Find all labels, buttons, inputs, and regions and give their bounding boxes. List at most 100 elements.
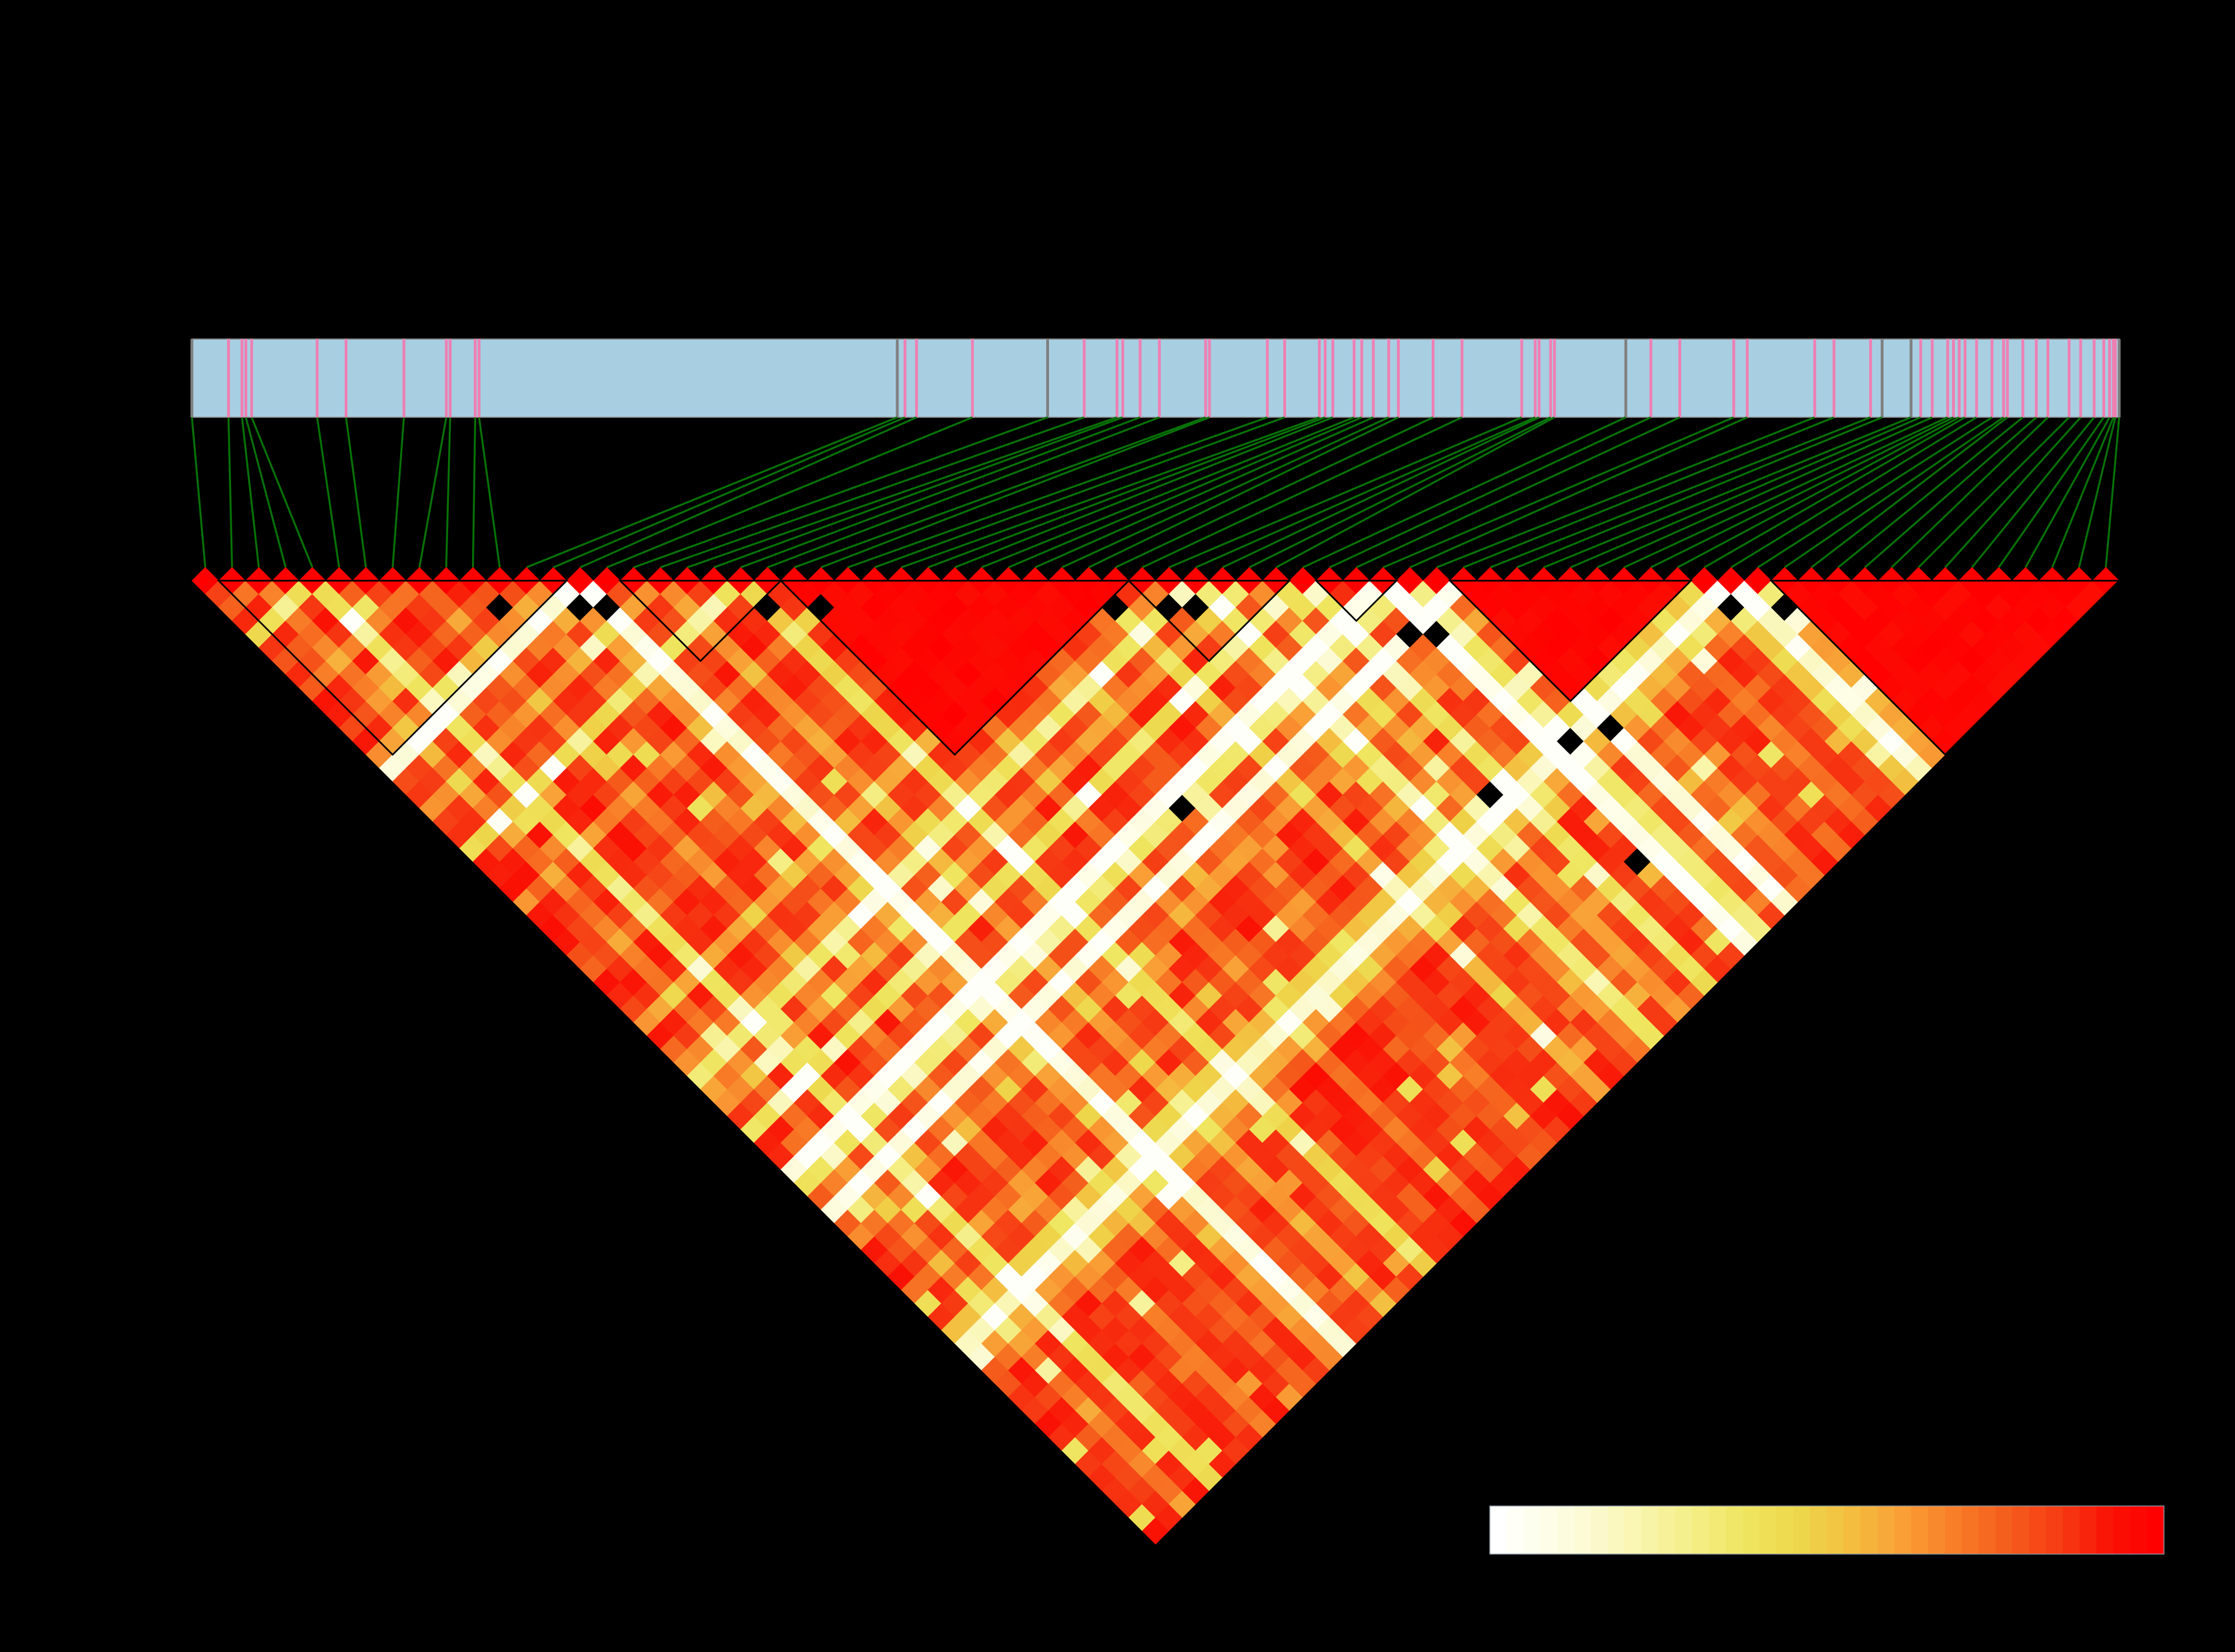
genomic-bar <box>191 338 2120 418</box>
connector-line <box>660 416 1085 568</box>
connector-line <box>191 417 206 568</box>
color-key-segment <box>1523 1506 1541 1554</box>
color-key-segment <box>2130 1506 2148 1554</box>
connector-line <box>820 416 1210 568</box>
connector-line <box>445 417 451 568</box>
connector-line <box>1677 416 1960 568</box>
block-outline <box>1127 580 1292 662</box>
connector-line <box>1168 416 1522 568</box>
connector-line <box>1650 416 1954 568</box>
connector-line <box>901 416 1320 568</box>
connector-line <box>606 416 973 568</box>
color-key-segment <box>1843 1506 1861 1554</box>
connector-line <box>553 416 906 568</box>
color-key-segment <box>1557 1506 1575 1554</box>
connector-line <box>1543 416 1912 568</box>
connector-line <box>392 417 405 568</box>
color-key-segment <box>2096 1506 2114 1554</box>
block-outline <box>618 580 783 662</box>
connector-line <box>472 417 477 568</box>
connector-line <box>1275 416 1555 568</box>
connector-line <box>981 416 1354 568</box>
connector-line <box>1249 416 1551 568</box>
color-key-segment <box>2063 1506 2080 1554</box>
connector-line <box>1382 416 1734 568</box>
connector-line <box>580 416 917 568</box>
color-key-segment <box>2113 1506 2131 1554</box>
color-key-segment <box>1725 1506 1743 1554</box>
connector-line <box>1195 416 1536 568</box>
connector-line <box>1570 416 1921 568</box>
connector-line <box>1971 416 2095 568</box>
color-key-segment <box>2147 1506 2165 1554</box>
block-outline <box>1769 580 2121 756</box>
connector-line <box>767 416 1160 568</box>
connector-line <box>345 417 367 568</box>
connector-line <box>1302 416 1626 568</box>
color-key-segment <box>1540 1506 1558 1554</box>
connector-line <box>1222 416 1540 568</box>
color-key-segment <box>2046 1506 2063 1554</box>
color-key-segment <box>1978 1506 1996 1554</box>
connector-line <box>1998 416 2105 568</box>
connector-line <box>2078 417 2116 568</box>
color-key-segment <box>1658 1506 1676 1554</box>
connector-line <box>1730 416 1977 568</box>
color-key-segment <box>1928 1506 1945 1554</box>
color-key-segment <box>1961 1506 1979 1554</box>
connector-line <box>1114 416 1434 568</box>
color-key-segment <box>1860 1506 1878 1554</box>
color-key-segment <box>2079 1506 2097 1554</box>
connector-line <box>1917 416 2070 568</box>
color-key-segment <box>1490 1506 1507 1554</box>
connector-line <box>954 416 1334 568</box>
connector-line <box>2025 417 2111 568</box>
connector-line <box>251 417 313 568</box>
color-key-segment <box>1827 1506 1845 1554</box>
color-key-segment <box>1945 1506 1963 1554</box>
color-key-segment <box>1625 1506 1642 1554</box>
color-key-segment <box>1877 1506 1895 1554</box>
connector-line <box>740 416 1141 568</box>
connector-line <box>1757 416 1993 568</box>
connector-line <box>1034 416 1374 568</box>
connector-line <box>793 416 1206 568</box>
connector-line <box>1784 416 2005 568</box>
color-key-segment <box>1709 1506 1726 1554</box>
color-key-segment <box>1995 1506 2013 1554</box>
connector-line <box>1810 416 2008 568</box>
color-key-segment <box>1776 1506 1794 1554</box>
connector-line <box>1624 416 1949 568</box>
color-key-segment <box>1742 1506 1760 1554</box>
block-outline <box>1448 580 1693 703</box>
connector-line <box>686 416 1118 568</box>
connector-line <box>2105 417 2120 568</box>
color-key-segment <box>1591 1506 1608 1554</box>
color-key-segment <box>1692 1506 1710 1554</box>
block-outline <box>217 580 569 756</box>
connector-line <box>1356 416 1681 568</box>
color-key-segment <box>2012 1506 2030 1554</box>
connector-line <box>1944 416 2082 568</box>
connector-line <box>526 416 898 568</box>
connector-line <box>1008 416 1362 568</box>
connector-line <box>847 416 1268 568</box>
color-key-segment <box>1574 1506 1592 1554</box>
connector-line <box>227 417 233 568</box>
color-key-segment <box>1641 1506 1659 1554</box>
color-key-segment <box>1607 1506 1625 1554</box>
connector-line <box>241 417 260 568</box>
connector-line <box>244 417 287 568</box>
color-key-segment <box>1810 1506 1828 1554</box>
connector-line <box>1436 416 1815 568</box>
connector-line <box>1088 416 1399 568</box>
connector-line <box>1061 416 1390 568</box>
connector-line <box>1409 416 1748 568</box>
connector-line <box>1597 416 1933 568</box>
connector-line <box>633 416 1048 568</box>
connector-line <box>1329 416 1651 568</box>
color-key-segment <box>1911 1506 1928 1554</box>
connector-line <box>928 416 1326 568</box>
